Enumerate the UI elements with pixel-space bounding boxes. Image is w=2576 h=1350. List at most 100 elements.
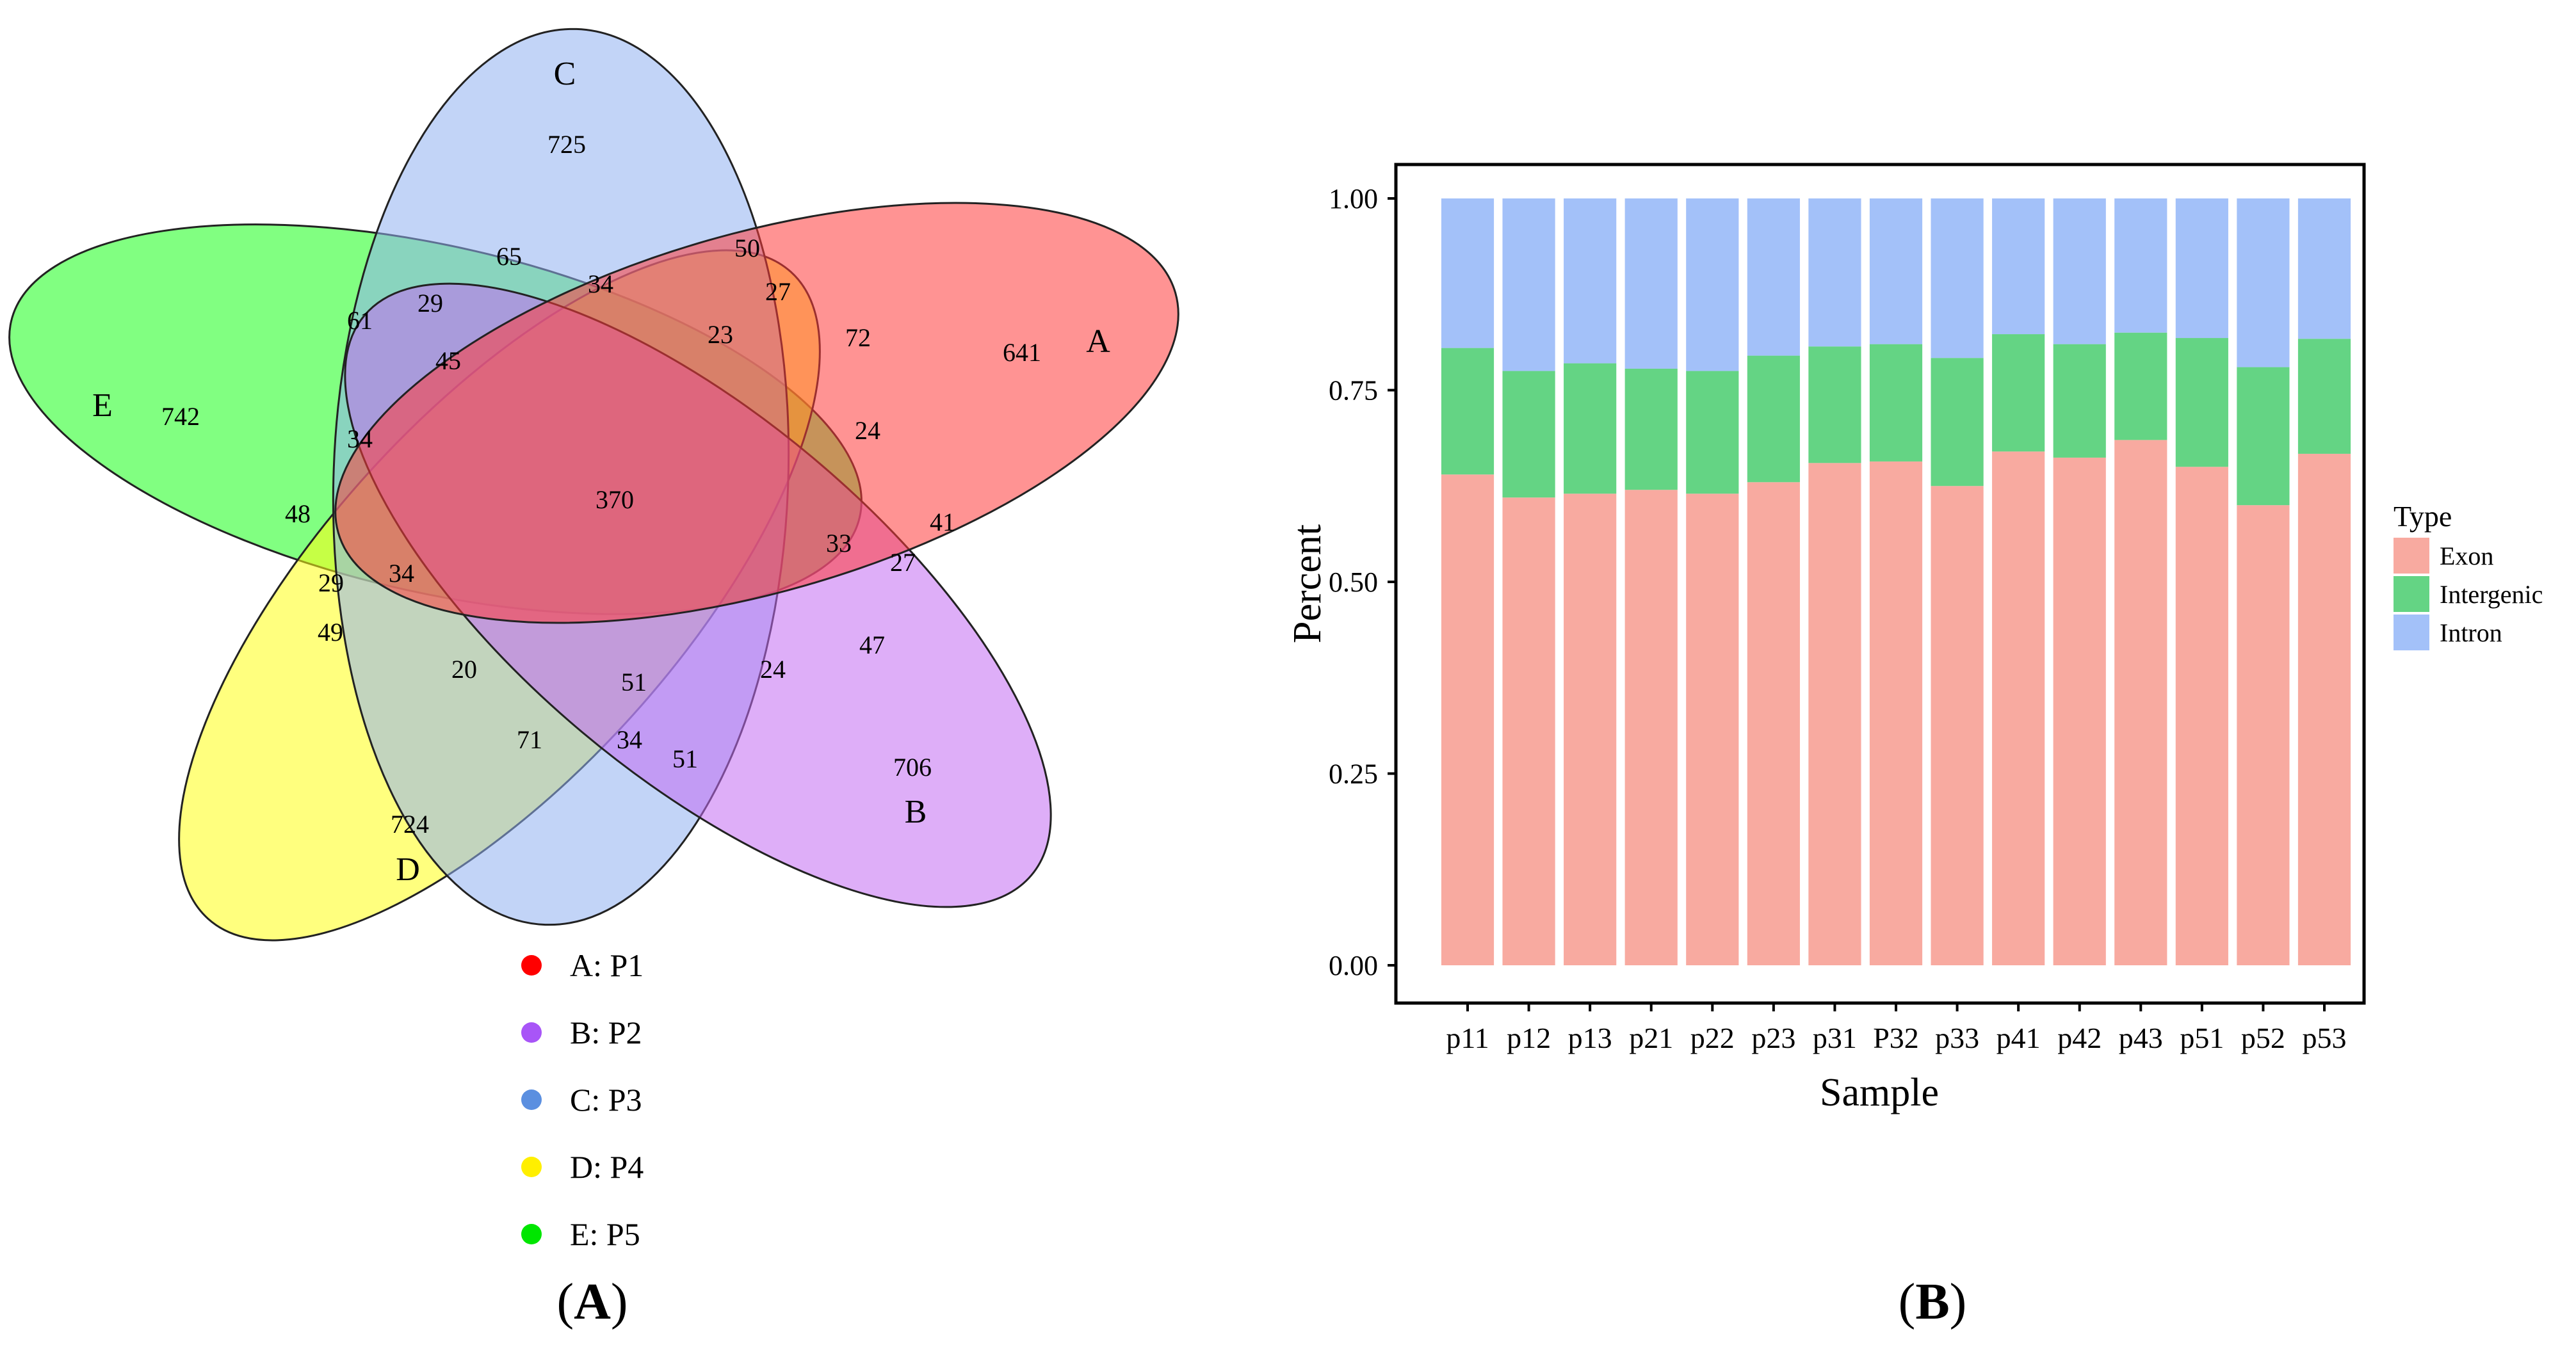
venn-region-value-29: 34 xyxy=(617,725,642,754)
bar-axes xyxy=(1388,197,2326,1011)
bar-p42-exon xyxy=(2053,457,2106,965)
venn-legend-dot-3 xyxy=(521,1157,542,1177)
venn-region-value-0: 641 xyxy=(1003,338,1041,367)
venn-region-value-1: 706 xyxy=(893,753,932,782)
x-tick-label-p13: p13 xyxy=(1568,1022,1612,1054)
x-tick-label-p11: p11 xyxy=(1446,1022,1489,1054)
venn-legend-dot-4 xyxy=(521,1224,542,1244)
venn-legend-dot-2 xyxy=(521,1089,542,1110)
bar-p22-exon xyxy=(1686,494,1739,965)
venn-legend-label-0: A: P1 xyxy=(570,947,644,983)
venn-region-value-12: 72 xyxy=(845,323,871,352)
bar-P32-intergenic xyxy=(1869,344,1923,462)
venn-region-value-7: 50 xyxy=(734,234,760,262)
bar-p23-intron xyxy=(1747,198,1800,356)
bar-p31-intron xyxy=(1808,198,1861,347)
venn-legend-dot-0 xyxy=(521,955,542,976)
bar-p11-intron xyxy=(1441,198,1495,348)
bar-p52-exon xyxy=(2237,505,2290,965)
x-tick-label-p33: p33 xyxy=(1935,1022,1979,1054)
y-axis-label: Percent xyxy=(1286,524,1329,643)
panel-label-a-letter: A xyxy=(574,1274,611,1330)
stacked-bar-chart: p11 p12 p13 p21 p22 p23 p31 P32 p33 p41 p42 p43 p51 p… xyxy=(1286,163,2543,1330)
bar-P32-exon xyxy=(1869,461,1923,965)
bar-p13-intergenic xyxy=(1564,363,1617,494)
venn-region-value-13: 23 xyxy=(708,320,733,349)
x-tick-label-p23: p23 xyxy=(1751,1022,1795,1054)
bar-p52-intergenic xyxy=(2237,367,2290,506)
bar-p21-intron xyxy=(1624,198,1678,369)
venn-legend-label-3: D: P4 xyxy=(570,1149,644,1185)
venn-legend: A: P1 B: P2 C: P3 D: P4 E: P5 xyxy=(521,947,644,1252)
venn-region-value-21: 41 xyxy=(930,508,955,536)
bar-p41-intron xyxy=(1992,198,2045,335)
venn-legend-dot-1 xyxy=(521,1022,542,1043)
bar-p21-exon xyxy=(1624,490,1678,965)
y-tick-label-0: 0.00 xyxy=(1329,950,1378,981)
bar-p23-exon xyxy=(1747,482,1800,965)
legend-title: Type xyxy=(2394,500,2452,533)
bar-p41-exon xyxy=(1992,451,2045,965)
y-tick-label-4: 1.00 xyxy=(1329,183,1378,214)
venn-region-value-20: 33 xyxy=(826,529,852,558)
bar-legend-swatch-intron xyxy=(2394,615,2429,650)
venn-region-value-26: 51 xyxy=(621,668,647,696)
venn-region-value-17: 29 xyxy=(318,568,344,597)
venn-ellipse-a xyxy=(334,202,1179,624)
venn-set-letter-c: C xyxy=(554,56,576,92)
bar-p13-intron xyxy=(1564,198,1617,364)
bar-y-tick-labels: 0.00 0.25 0.50 0.75 1.00 xyxy=(1329,183,1378,981)
venn-region-value-5: 370 xyxy=(595,485,634,514)
venn-region-value-6: 65 xyxy=(496,242,522,271)
venn-region-value-15: 34 xyxy=(347,424,373,453)
venn-region-value-23: 47 xyxy=(859,631,885,659)
x-tick-label-p52: p52 xyxy=(2241,1022,2285,1054)
bar-p31-intergenic xyxy=(1808,346,1861,463)
bar-p12-exon xyxy=(1502,497,1555,965)
venn-region-value-14: 45 xyxy=(435,346,461,375)
bar-p21-intergenic xyxy=(1624,368,1678,490)
bar-p53-exon xyxy=(2297,453,2351,965)
bar-legend-label-exon: Exon xyxy=(2440,542,2493,570)
panel-label-b-letter: B xyxy=(1915,1274,1949,1330)
x-tick-label-P32: P32 xyxy=(1873,1022,1919,1054)
venn-region-value-2: 725 xyxy=(547,130,586,159)
bar-p22-intergenic xyxy=(1686,371,1739,494)
venn-region-labels: 641 706 725 724 742 370 65 50 61 29 34 27 72 23 45 34 48… xyxy=(161,130,1041,839)
bar-p41-intergenic xyxy=(1992,334,2045,452)
venn-region-value-25: 20 xyxy=(451,655,477,684)
bar-p42-intergenic xyxy=(2053,344,2106,458)
bar-bars xyxy=(1441,198,2351,965)
x-tick-label-p42: p42 xyxy=(2057,1022,2102,1054)
bar-p51-intron xyxy=(2175,198,2228,339)
venn-ellipses xyxy=(8,28,1179,942)
venn-set-labels: A B C D E xyxy=(92,56,1110,888)
bar-p52-intron xyxy=(2237,198,2290,367)
x-tick-label-p41: p41 xyxy=(1997,1022,2041,1054)
bar-p22-intron xyxy=(1686,198,1739,371)
venn-region-value-24: 49 xyxy=(318,618,343,647)
bar-p11-exon xyxy=(1441,474,1495,965)
venn-region-value-8: 61 xyxy=(347,306,373,335)
x-axis-label: Sample xyxy=(1820,1071,1939,1114)
bar-legend-swatch-intergenic xyxy=(2394,576,2429,612)
panel-label-a: (A) xyxy=(556,1274,628,1330)
bar-p33-intron xyxy=(1931,198,1984,358)
venn-diagram: A B C D E 641 706 725 724 742 370 65 50 61 29 34 27 72 23… xyxy=(8,28,1179,1330)
bar-p12-intergenic xyxy=(1502,371,1555,498)
x-tick-label-p21: p21 xyxy=(1629,1022,1673,1054)
x-tick-label-p51: p51 xyxy=(2180,1022,2224,1054)
venn-region-value-27: 24 xyxy=(760,655,786,684)
bar-p13-exon xyxy=(1564,494,1617,965)
x-tick-label-p31: p31 xyxy=(1813,1022,1857,1054)
panel-label-b: (B) xyxy=(1899,1274,1967,1330)
venn-set-letter-a: A xyxy=(1086,323,1110,360)
venn-region-value-3: 724 xyxy=(391,810,429,839)
bar-p51-exon xyxy=(2175,467,2228,965)
x-tick-label-p12: p12 xyxy=(1507,1022,1551,1054)
x-tick-label-p43: p43 xyxy=(2119,1022,2163,1054)
venn-region-value-9: 29 xyxy=(417,289,443,317)
bar-P32-intron xyxy=(1869,198,1923,344)
venn-set-letter-d: D xyxy=(396,851,420,888)
y-tick-label-2: 0.50 xyxy=(1329,567,1378,598)
